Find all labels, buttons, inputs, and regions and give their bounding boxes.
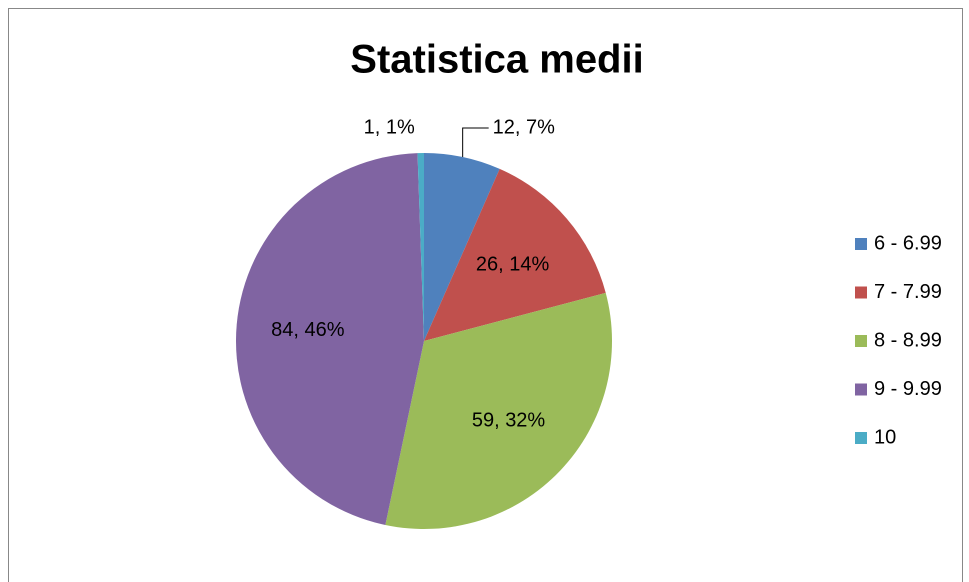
pie-slice <box>417 153 424 341</box>
pie-slice <box>236 153 424 525</box>
legend-label: 10 <box>874 426 896 448</box>
chart-frame <box>8 8 963 582</box>
data-label: 59, 32% <box>472 410 546 432</box>
data-label: 84, 46% <box>271 319 345 341</box>
legend-label: 7 - 7.99 <box>874 281 942 303</box>
legend-swatch <box>855 432 867 444</box>
chart-title: Statistica medii <box>350 38 643 82</box>
data-label: 26, 14% <box>476 254 550 276</box>
legend-swatch <box>855 383 867 396</box>
legend-swatch <box>855 286 867 299</box>
pie-slice <box>385 292 612 529</box>
data-label: 1, 1% <box>364 116 415 138</box>
legend-swatch <box>855 238 867 250</box>
pie-slice <box>424 153 500 341</box>
legend-label: 6 - 6.99 <box>874 232 942 254</box>
pie-slice <box>424 168 606 341</box>
legend-label: 8 - 8.99 <box>874 329 942 351</box>
leader-line <box>462 127 489 158</box>
data-label: 12, 7% <box>493 116 555 138</box>
legend-swatch <box>855 335 867 347</box>
legend-label: 9 - 9.99 <box>874 378 942 400</box>
